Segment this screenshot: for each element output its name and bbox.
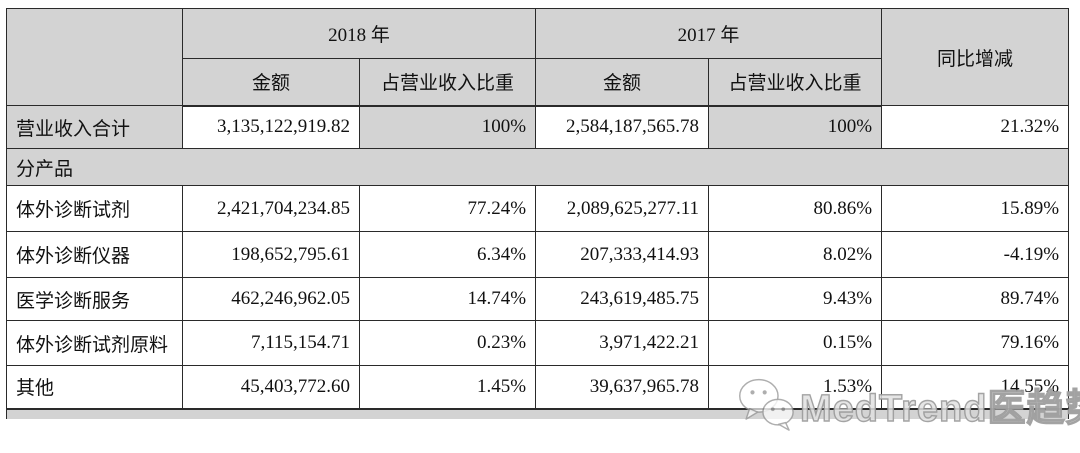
yoy-value: 21.32% xyxy=(881,105,1070,149)
header-year-2018: 2018 年 xyxy=(181,8,537,59)
share-2018: 100% xyxy=(358,105,537,149)
header-row-years: 2018 年 2017 年 同比增减 xyxy=(6,8,1070,106)
yoy-value: 14.55% xyxy=(881,365,1070,409)
yoy-value: 79.16% xyxy=(881,320,1070,366)
share-2018: 77.24% xyxy=(358,185,537,232)
share-2018: 0.23% xyxy=(358,320,537,366)
header-year-2017: 2017 年 xyxy=(535,8,883,59)
share-2017: 1.53% xyxy=(708,365,883,409)
section-row: 分产品 xyxy=(5,148,1070,186)
header-share-2018: 占营业收入比重 xyxy=(358,58,537,107)
share-2017: 100% xyxy=(708,105,883,149)
cropped-next-row-cell xyxy=(5,407,1070,419)
row-label: 体外诊断试剂 xyxy=(6,185,183,232)
row-label: 营业收入合计 xyxy=(6,105,183,149)
amount-2017: 207,333,414.93 xyxy=(535,231,710,278)
header-yoy: 同比增减 xyxy=(881,8,1070,106)
amount-2017: 243,619,485.75 xyxy=(535,277,710,321)
share-2017: 9.43% xyxy=(708,277,883,321)
yoy-value: 89.74% xyxy=(881,277,1070,321)
amount-2017: 39,637,965.78 xyxy=(535,365,710,409)
header-row-measures: 金额 占营业收入比重 金额 占营业收入比重 xyxy=(7,58,1069,107)
share-2017: 0.15% xyxy=(708,320,883,366)
row-label: 医学诊断服务 xyxy=(6,277,183,321)
share-2018: 14.74% xyxy=(358,277,537,321)
amount-2017: 2,584,187,565.78 xyxy=(535,105,710,149)
share-2018: 1.45% xyxy=(358,365,537,409)
amount-2018: 462,246,962.05 xyxy=(182,277,360,321)
cropped-next-row xyxy=(5,407,1070,419)
yoy-value: 15.89% xyxy=(881,185,1070,232)
share-2017: 8.02% xyxy=(708,231,883,278)
section-label: 分产品 xyxy=(5,148,1070,186)
yoy-value: -4.19% xyxy=(881,231,1070,278)
table-row: 体外诊断试剂 2,421,704,234.85 77.24% 2,089,625… xyxy=(6,185,1070,232)
share-2017: 80.86% xyxy=(708,185,883,232)
header-amount-2017: 金额 xyxy=(535,58,710,107)
row-label: 其他 xyxy=(6,365,183,409)
amount-2018: 45,403,772.60 xyxy=(182,365,360,409)
header-share-2017: 占营业收入比重 xyxy=(708,58,883,107)
amount-2018: 198,652,795.61 xyxy=(182,231,360,278)
revenue-table: 2018 年 2017 年 同比增减 金额 占营业收入比重 金额 占营业收入比重… xyxy=(5,8,1070,419)
amount-2018: 7,115,154.71 xyxy=(182,320,360,366)
table-row: 体外诊断仪器 198,652,795.61 6.34% 207,333,414.… xyxy=(6,231,1070,278)
share-2018: 6.34% xyxy=(358,231,537,278)
table-row: 其他 45,403,772.60 1.45% 39,637,965.78 1.5… xyxy=(6,365,1070,409)
amount-2018: 2,421,704,234.85 xyxy=(182,185,360,232)
amount-2018: 3,135,122,919.82 xyxy=(182,105,360,149)
table-row-total: 营业收入合计 3,135,122,919.82 100% 2,584,187,5… xyxy=(6,105,1070,149)
row-label: 体外诊断试剂原料 xyxy=(6,320,183,366)
corner-cell xyxy=(6,8,183,106)
table-row: 体外诊断试剂原料 7,115,154.71 0.23% 3,971,422.21… xyxy=(6,320,1070,366)
amount-2017: 3,971,422.21 xyxy=(535,320,710,366)
header-amount-2018: 金额 xyxy=(182,58,360,107)
table-row: 医学诊断服务 462,246,962.05 14.74% 243,619,485… xyxy=(6,277,1070,321)
amount-2017: 2,089,625,277.11 xyxy=(535,185,710,232)
row-label: 体外诊断仪器 xyxy=(6,231,183,278)
